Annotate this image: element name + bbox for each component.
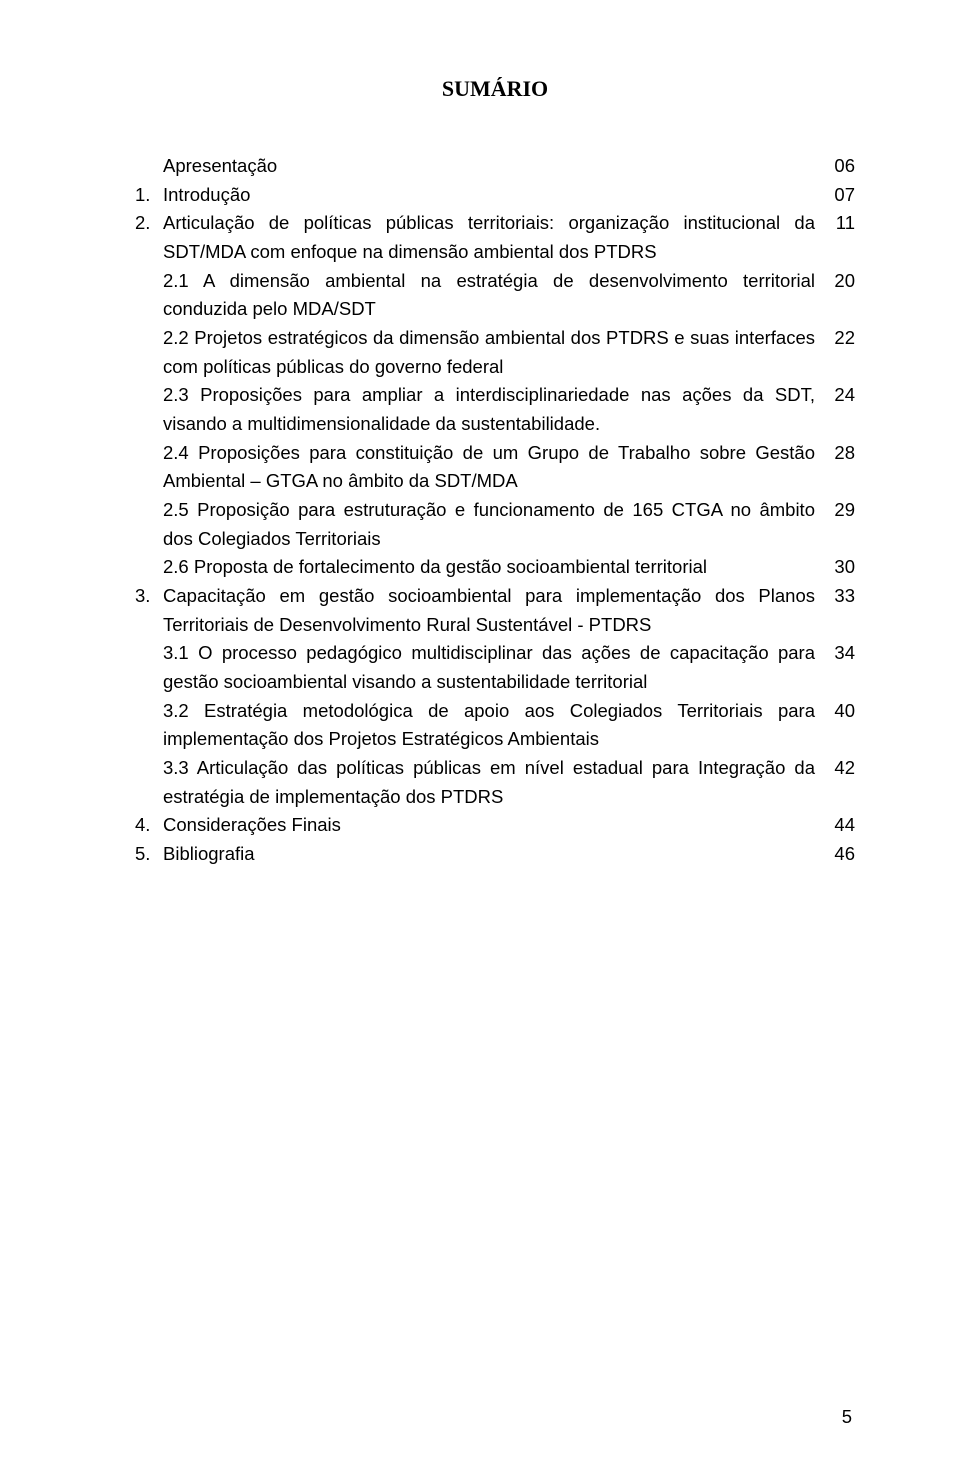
toc-item-page: 06: [815, 152, 855, 181]
toc-item-page: 44: [815, 811, 855, 840]
toc-item-page: 40: [815, 697, 855, 754]
toc-item-number: 2.: [135, 209, 163, 266]
toc-item-text: 2.1 A dimensão ambiental na estratégia d…: [163, 267, 815, 324]
toc-row: 2.3 Proposições para ampliar a interdisc…: [135, 381, 855, 438]
toc-row: 1.Introdução07: [135, 181, 855, 210]
toc-item-number: [135, 553, 163, 582]
toc-item-number: [135, 639, 163, 696]
toc-item-text: 2.4 Proposições para constituição de um …: [163, 439, 815, 496]
toc-item-page: 22: [815, 324, 855, 381]
toc-item-number: [135, 697, 163, 754]
page-title: SUMÁRIO: [135, 76, 855, 102]
toc-row: 3.Capacitação em gestão socioambiental p…: [135, 582, 855, 639]
toc-item-text: 2.6 Proposta de fortalecimento da gestão…: [163, 553, 815, 582]
toc-item-text: 2.5 Proposição para estruturação e funci…: [163, 496, 815, 553]
toc-item-text: 3.1 O processo pedagógico multidisciplin…: [163, 639, 815, 696]
toc-row: 2.Articulação de políticas públicas terr…: [135, 209, 855, 266]
toc-item-number: [135, 496, 163, 553]
toc-row: 2.1 A dimensão ambiental na estratégia d…: [135, 267, 855, 324]
toc-item-page: 29: [815, 496, 855, 553]
toc-item-text: 2.2 Projetos estratégicos da dimensão am…: [163, 324, 815, 381]
table-of-contents: Apresentação061.Introdução072.Articulaçã…: [135, 152, 855, 869]
toc-item-page: 46: [815, 840, 855, 869]
toc-item-number: [135, 754, 163, 811]
toc-item-text: Bibliografia: [163, 840, 815, 869]
toc-row: 4.Considerações Finais44: [135, 811, 855, 840]
toc-item-text: 3.3 Articulação das políticas públicas e…: [163, 754, 815, 811]
toc-item-page: 28: [815, 439, 855, 496]
toc-item-number: [135, 267, 163, 324]
toc-item-number: 5.: [135, 840, 163, 869]
toc-row: 2.4 Proposições para constituição de um …: [135, 439, 855, 496]
document-page: SUMÁRIO Apresentação061.Introdução072.Ar…: [0, 0, 960, 1474]
toc-row: 3.1 O processo pedagógico multidisciplin…: [135, 639, 855, 696]
toc-row: 3.2 Estratégia metodológica de apoio aos…: [135, 697, 855, 754]
toc-row: Apresentação06: [135, 152, 855, 181]
toc-item-page: 34: [815, 639, 855, 696]
toc-row: 2.5 Proposição para estruturação e funci…: [135, 496, 855, 553]
toc-body: Apresentação061.Introdução072.Articulaçã…: [135, 152, 855, 869]
toc-item-page: 20: [815, 267, 855, 324]
toc-item-page: 33: [815, 582, 855, 639]
toc-item-text: Capacitação em gestão socioambiental par…: [163, 582, 815, 639]
toc-item-text: Articulação de políticas públicas territ…: [163, 209, 815, 266]
toc-item-text: 3.2 Estratégia metodológica de apoio aos…: [163, 697, 815, 754]
toc-item-page: 30: [815, 553, 855, 582]
toc-item-number: [135, 324, 163, 381]
toc-row: 3.3 Articulação das políticas públicas e…: [135, 754, 855, 811]
toc-item-text: Considerações Finais: [163, 811, 815, 840]
toc-item-number: [135, 152, 163, 181]
toc-row: 2.6 Proposta de fortalecimento da gestão…: [135, 553, 855, 582]
toc-item-number: 1.: [135, 181, 163, 210]
toc-item-text: Apresentação: [163, 152, 815, 181]
toc-item-text: 2.3 Proposições para ampliar a interdisc…: [163, 381, 815, 438]
toc-item-number: 3.: [135, 582, 163, 639]
toc-row: 2.2 Projetos estratégicos da dimensão am…: [135, 324, 855, 381]
toc-item-number: [135, 381, 163, 438]
toc-item-page: 07: [815, 181, 855, 210]
toc-item-number: [135, 439, 163, 496]
toc-row: 5.Bibliografia46: [135, 840, 855, 869]
toc-item-text: Introdução: [163, 181, 815, 210]
toc-item-number: 4.: [135, 811, 163, 840]
toc-item-page: 11: [815, 209, 855, 266]
page-number: 5: [842, 1406, 852, 1428]
toc-item-page: 42: [815, 754, 855, 811]
toc-item-page: 24: [815, 381, 855, 438]
